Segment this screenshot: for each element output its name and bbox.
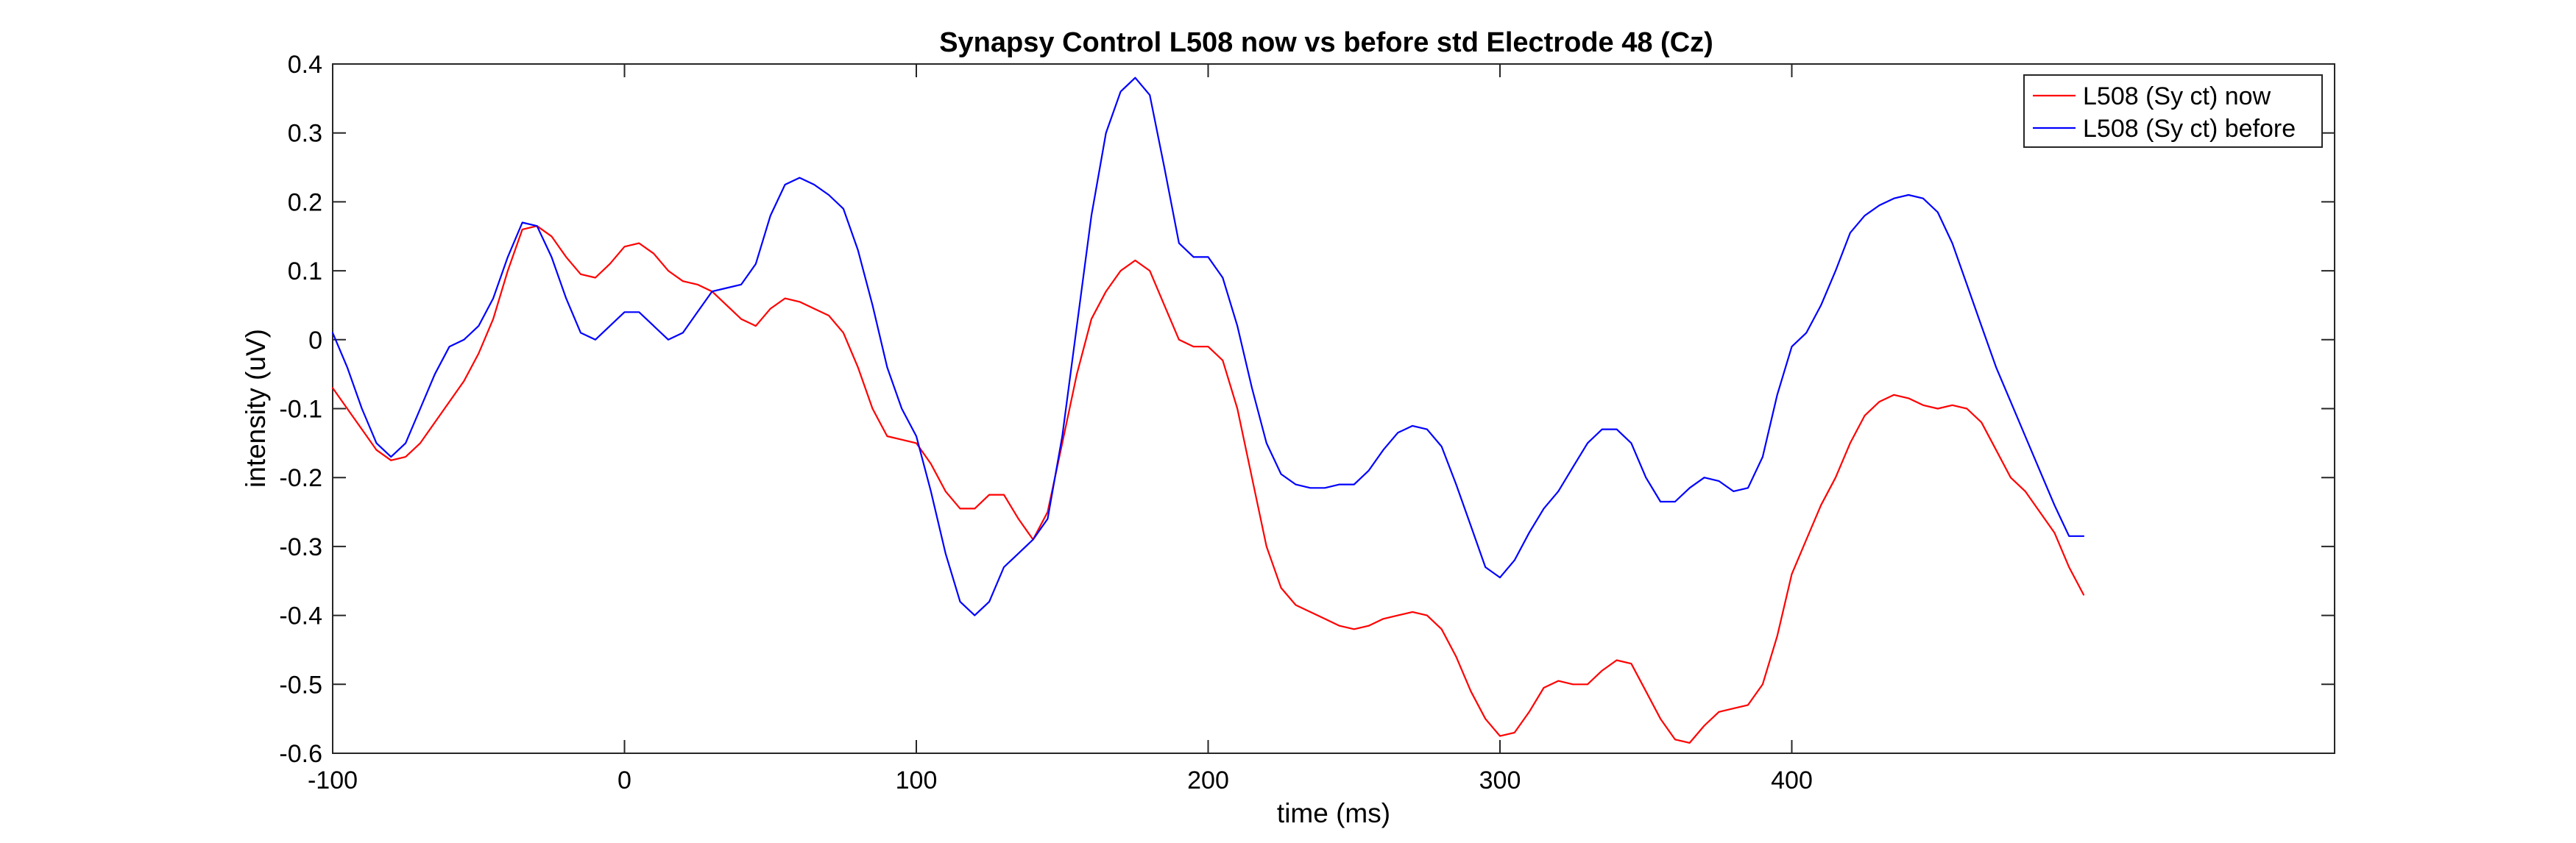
legend-entry-0: L508 (Sy ct) now: [2083, 82, 2271, 110]
plot-area: [332, 63, 2335, 754]
legend: L508 (Sy ct) now L508 (Sy ct) before: [2023, 74, 2323, 148]
x-tick-label: 100: [896, 766, 938, 794]
y-tick-label: -0.2: [279, 464, 322, 492]
y-tick-label: 0: [308, 327, 322, 355]
x-axis-label: time (ms): [1277, 798, 1390, 828]
x-tick-label: -100: [308, 766, 358, 794]
x-tick-label: 300: [1479, 766, 1521, 794]
axis-ticks: -100 0 100 200 300 400 -0.6 -0.5 -0.4 -0.3 -0.2 -0.…: [279, 51, 2335, 794]
y-tick-label: -0.5: [279, 671, 322, 699]
legend-box: [2023, 74, 2323, 148]
y-axis-label: intensity (uV): [241, 329, 271, 488]
y-tick-label: 0.1: [288, 257, 322, 285]
y-tick-label: -0.3: [279, 533, 322, 561]
y-tick-label: -0.4: [279, 602, 322, 630]
y-tick-label: 0.2: [288, 188, 322, 216]
y-tick-label: 0.4: [288, 51, 322, 79]
chart-title: Synapsy Control L508 now vs before std E…: [939, 27, 1713, 58]
series-layer: [331, 77, 2085, 744]
y-tick-label: -0.1: [279, 396, 322, 424]
series-line-1: [331, 77, 2085, 616]
y-tick-label: -0.6: [279, 740, 322, 768]
y-tick-label: 0.3: [288, 120, 322, 148]
series-line-0: [331, 225, 2085, 744]
x-tick-label: 200: [1187, 766, 1229, 794]
x-tick-label: 400: [1771, 766, 1813, 794]
x-tick-label: 0: [618, 766, 631, 794]
legend-entry-1: L508 (Sy ct) before: [2083, 115, 2296, 143]
